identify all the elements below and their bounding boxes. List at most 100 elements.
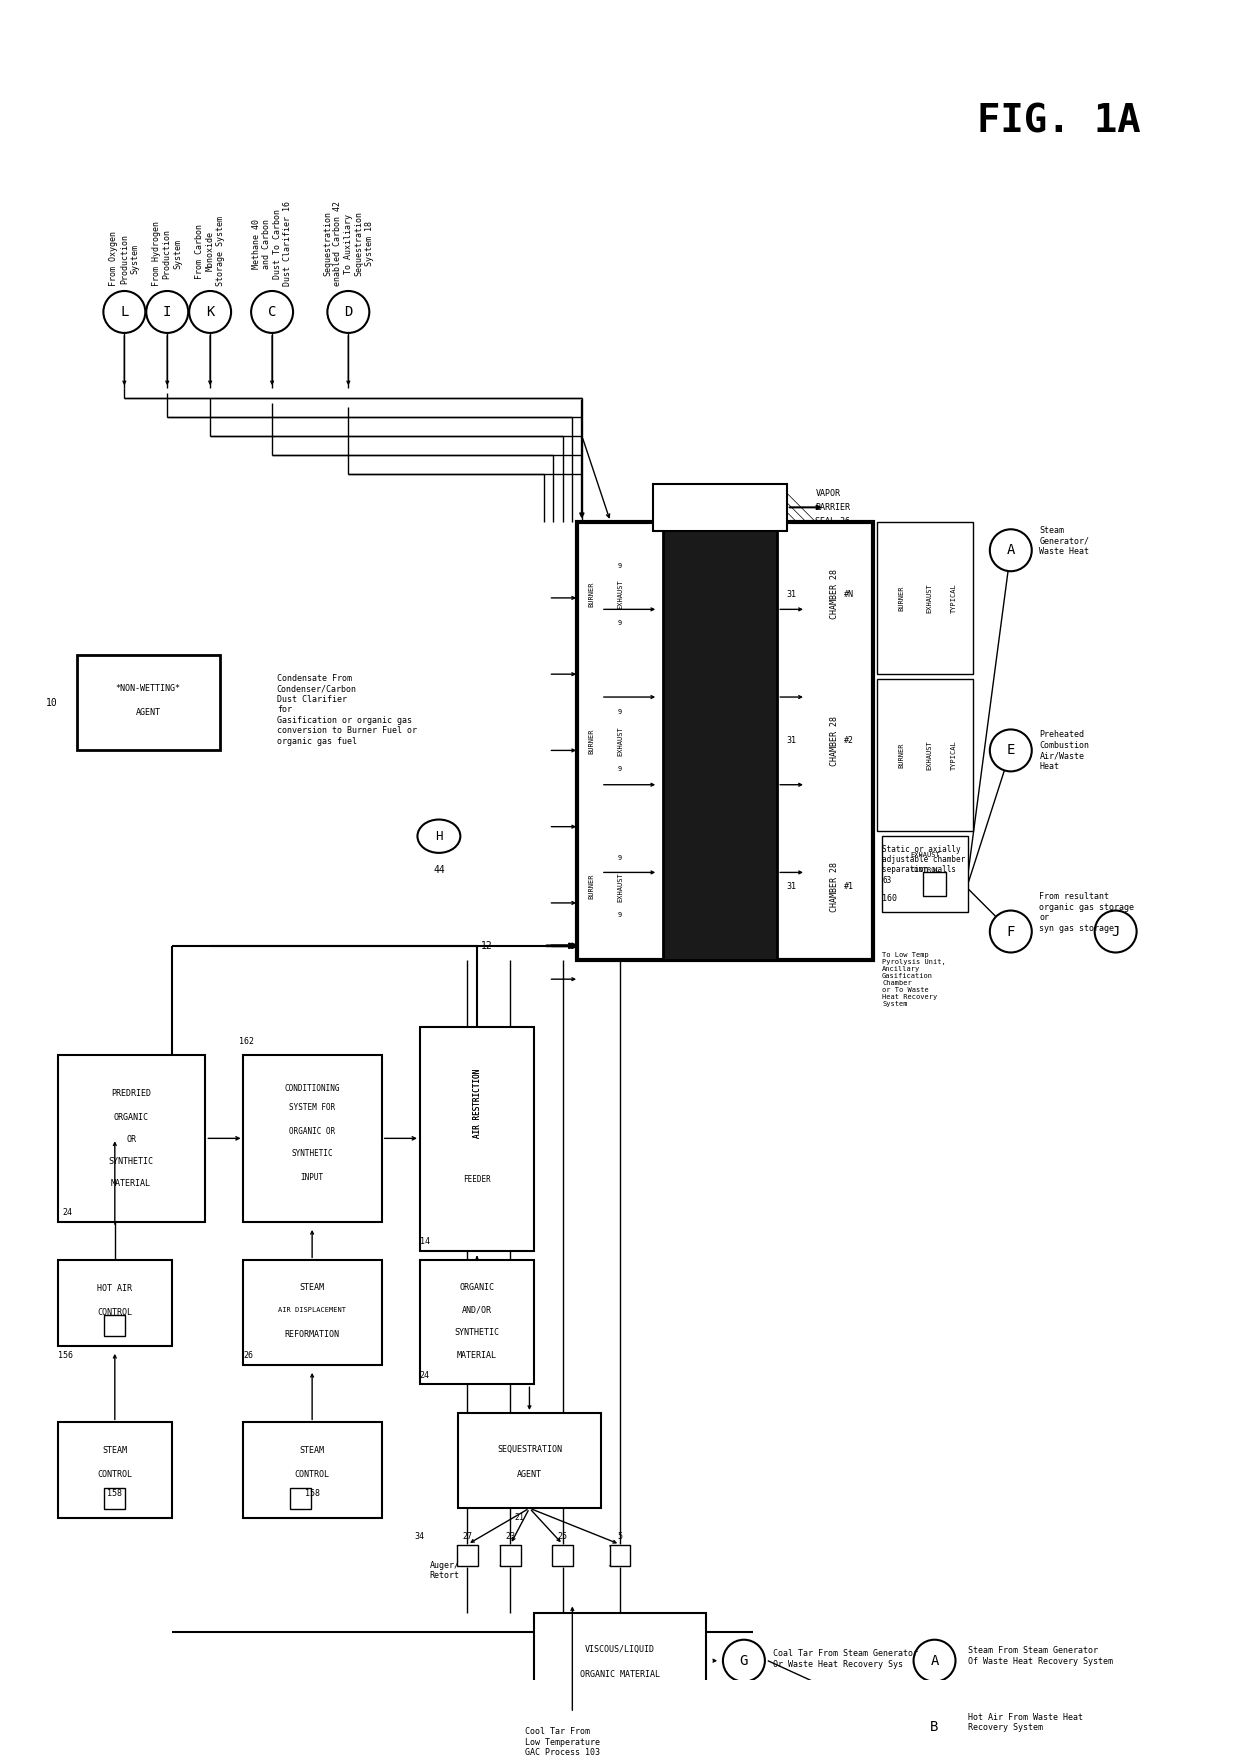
- Bar: [458, 1546, 477, 1565]
- Text: 9: 9: [618, 767, 622, 772]
- Text: 158: 158: [108, 1490, 123, 1499]
- Bar: [57, 1055, 206, 1221]
- Text: #2: #2: [843, 737, 854, 746]
- Text: 158: 158: [305, 1490, 320, 1499]
- Text: SYNTHETIC: SYNTHETIC: [455, 1329, 500, 1337]
- Text: CONTROL: CONTROL: [97, 1307, 133, 1318]
- Text: 27: 27: [463, 1532, 472, 1541]
- Text: 9: 9: [618, 855, 622, 862]
- Text: STEAM: STEAM: [103, 1446, 128, 1455]
- Text: Sequestration
enabled Carbon 42
To Auxiliary
Sequestration
System 18: Sequestration enabled Carbon 42 To Auxil…: [324, 202, 373, 286]
- Bar: [57, 1260, 172, 1346]
- Text: CONTROL: CONTROL: [295, 1471, 330, 1479]
- Text: EXHAUST: EXHAUST: [618, 872, 622, 902]
- Bar: [878, 521, 972, 674]
- Circle shape: [914, 1639, 956, 1681]
- Text: 162: 162: [239, 1037, 254, 1046]
- Text: J: J: [1111, 925, 1120, 939]
- Text: C: C: [268, 305, 277, 319]
- Text: Cool Tar From
Low Temperature
GAC Process 103: Cool Tar From Low Temperature GAC Proces…: [525, 1727, 600, 1755]
- Text: H: H: [435, 830, 443, 842]
- Text: AND/OR: AND/OR: [463, 1306, 492, 1314]
- Text: 9: 9: [618, 620, 622, 627]
- Bar: [882, 835, 968, 913]
- Bar: [534, 1613, 706, 1708]
- Text: BURNER: BURNER: [589, 581, 594, 607]
- Text: VAPOR: VAPOR: [816, 488, 841, 498]
- Bar: [663, 521, 777, 960]
- Text: Coal Tar From Steam Generator
Or Waste Heat Recovery Sys: Coal Tar From Steam Generator Or Waste H…: [773, 1650, 918, 1669]
- Bar: [577, 521, 873, 960]
- Text: CHAMBER 28: CHAMBER 28: [830, 862, 839, 911]
- Text: TYPICAL: TYPICAL: [951, 741, 956, 770]
- Text: SEAL 36: SEAL 36: [816, 518, 851, 526]
- Circle shape: [723, 1639, 765, 1681]
- Text: HOT AIR: HOT AIR: [97, 1285, 133, 1293]
- Text: To Low Temp
Pyrolysis Unit,
Ancillary
Gasification
Chamber
or To Waste
Heat Reco: To Low Temp Pyrolysis Unit, Ancillary Ga…: [882, 951, 946, 1007]
- Text: MATERIAL: MATERIAL: [458, 1351, 497, 1360]
- Text: ORGANIC: ORGANIC: [460, 1283, 495, 1292]
- Bar: [104, 1314, 125, 1336]
- Bar: [923, 872, 946, 895]
- Text: *NON-WETTING*: *NON-WETTING*: [115, 684, 181, 693]
- Text: Steam
Generator/
Waste Heat: Steam Generator/ Waste Heat: [1039, 526, 1090, 556]
- Circle shape: [252, 291, 293, 333]
- Text: G: G: [740, 1653, 748, 1667]
- Circle shape: [1095, 911, 1137, 953]
- Text: A: A: [930, 1653, 939, 1667]
- Text: EXHAUST: EXHAUST: [618, 727, 622, 756]
- Text: EXHAUST: EXHAUST: [910, 853, 940, 858]
- Text: 31: 31: [786, 737, 796, 746]
- Text: BURNER: BURNER: [589, 874, 594, 900]
- Text: 25: 25: [558, 1532, 568, 1541]
- Text: I: I: [162, 305, 171, 319]
- Text: SEQUESTRATION: SEQUESTRATION: [497, 1444, 562, 1453]
- Text: 160: 160: [882, 893, 897, 902]
- Bar: [57, 1422, 172, 1518]
- Text: AIR RESTRICTION: AIR RESTRICTION: [472, 1069, 481, 1137]
- Text: 24: 24: [62, 1207, 72, 1218]
- Bar: [653, 484, 787, 532]
- Text: BARRIER: BARRIER: [816, 504, 851, 512]
- Text: BURNER: BURNER: [898, 742, 904, 769]
- Text: From Carbon
Monoxide
Storage System: From Carbon Monoxide Storage System: [195, 216, 224, 286]
- Text: Static or axially
adjustable chamber
separation walls
63: Static or axially adjustable chamber sep…: [882, 844, 966, 885]
- Bar: [458, 1413, 601, 1508]
- Text: CONTROL: CONTROL: [910, 867, 940, 872]
- Text: REFORMATION: REFORMATION: [285, 1330, 340, 1339]
- Circle shape: [190, 291, 231, 333]
- Text: E: E: [1007, 744, 1016, 758]
- Text: Condensate From
Condenser/Carbon
Dust Clarifier
for
Gasification or organic gas
: Condensate From Condenser/Carbon Dust Cl…: [277, 674, 417, 746]
- Text: 14: 14: [420, 1237, 430, 1246]
- Text: EXHAUST: EXHAUST: [618, 579, 622, 609]
- Text: STEAM: STEAM: [300, 1446, 325, 1455]
- Bar: [420, 1027, 534, 1251]
- Text: 24: 24: [420, 1371, 430, 1379]
- Text: 156: 156: [57, 1351, 73, 1360]
- Text: #N: #N: [843, 590, 854, 598]
- Circle shape: [990, 530, 1032, 570]
- Text: From Oxygen
Production
System: From Oxygen Production System: [109, 232, 139, 286]
- Text: #1: #1: [843, 883, 854, 892]
- Text: Auger/
Retort: Auger/ Retort: [429, 1560, 459, 1580]
- Text: ORGANIC: ORGANIC: [114, 1113, 149, 1121]
- Text: AIR DISPLACEMENT: AIR DISPLACEMENT: [278, 1307, 346, 1313]
- Text: L: L: [120, 305, 129, 319]
- Text: BURNER: BURNER: [589, 728, 594, 753]
- Text: 31: 31: [786, 590, 796, 598]
- Text: Preheated
Combustion
Air/Waste
Heat: Preheated Combustion Air/Waste Heat: [1039, 730, 1090, 770]
- Text: SYNTHETIC: SYNTHETIC: [291, 1150, 332, 1158]
- Text: 26: 26: [243, 1351, 253, 1360]
- Text: K: K: [206, 305, 215, 319]
- Text: STEAM: STEAM: [300, 1283, 325, 1292]
- Text: CHAMBER 28: CHAMBER 28: [830, 569, 839, 620]
- Text: 5: 5: [618, 1532, 622, 1541]
- Text: From Hydrogen
Production
System: From Hydrogen Production System: [153, 221, 182, 286]
- Text: VISCOUS/LIQUID: VISCOUS/LIQUID: [585, 1644, 655, 1653]
- Circle shape: [990, 730, 1032, 772]
- Bar: [420, 1260, 534, 1385]
- Text: AIR RESTRICTION: AIR RESTRICTION: [472, 1069, 481, 1137]
- Text: Hot Air From Waste Heat
Recovery System: Hot Air From Waste Heat Recovery System: [968, 1713, 1083, 1732]
- Ellipse shape: [418, 820, 460, 853]
- Text: PREDRIED: PREDRIED: [112, 1090, 151, 1099]
